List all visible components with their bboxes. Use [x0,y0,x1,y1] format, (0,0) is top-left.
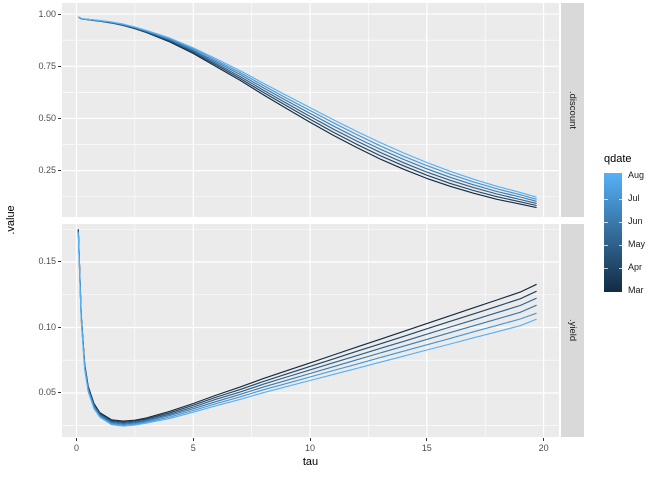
panel-yield [62,224,559,437]
x-tick-mark [75,438,77,441]
x-tick-mark [192,438,194,441]
series-line-jun [77,231,537,425]
x-tick-mark [309,438,311,441]
legend-label-aug: Aug [628,170,645,180]
y-tick-mark [58,326,61,328]
y-tick-mark [58,392,61,394]
y-axis-title: .value [5,205,17,235]
series-line-aug [77,233,537,427]
y-tick-mark [58,13,61,15]
legend-label-mar: Mar [628,285,644,295]
x-tick-label: 5 [190,443,196,453]
colorbar-tick [618,244,622,246]
x-tick-mark [543,438,545,441]
y-tick-label: 0.50 [38,112,56,123]
facet-strip-label: .discount [567,90,578,130]
y-tick-label: 0.15 [38,256,56,267]
legend-label-jun: Jun [628,216,643,226]
colorbar-tick [604,199,608,200]
legend-label-jul: Jul [628,193,640,203]
legend-label-may: May [628,239,646,249]
panel-discount [62,3,559,217]
x-tick-label: 0 [73,443,79,453]
x-axis-title: tau [302,456,319,468]
facet-strip-label: .yield [567,319,578,342]
colorbar-tick [618,222,622,223]
x-tick-mark [426,438,428,441]
y-tick-label: 1.00 [38,8,56,19]
legend-colorbar [604,173,622,292]
legend-title: qdate [604,153,632,165]
y-tick-mark [58,65,61,67]
colorbar-tick [618,267,622,269]
facet-strip-discount: .discount [561,3,584,217]
y-tick-label: 0.05 [38,387,56,398]
x-tick-label: 20 [538,443,549,453]
y-tick-mark [58,170,61,172]
y-tick-label: 0.75 [38,60,56,71]
facet-strip-yield: .yield [561,224,584,437]
colorbar-tick [618,199,622,200]
series-line-aug [78,16,537,198]
colorbar-tick [604,267,608,269]
x-tick-label: 10 [305,443,316,453]
x-tick-label: 15 [421,443,432,453]
colorbar-tick [604,244,608,246]
y-tick-mark [58,261,61,263]
y-tick-label: 0.25 [38,165,56,176]
colorbar-tick [604,222,608,223]
y-tick-mark [58,117,61,119]
y-tick-label: 0.10 [38,321,56,332]
legend-label-apr: Apr [628,262,643,272]
